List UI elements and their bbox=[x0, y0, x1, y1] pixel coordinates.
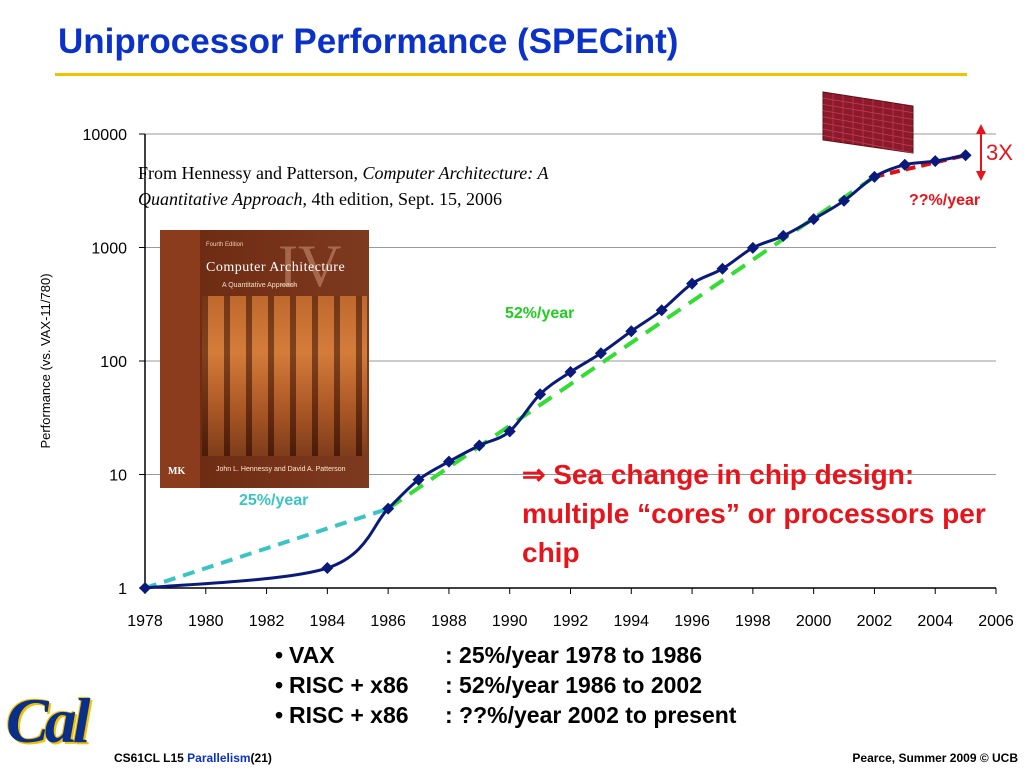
book-spine bbox=[160, 230, 200, 488]
bullet-item: • RISC + x86 : 52%/year 1986 to 2002 bbox=[275, 670, 736, 700]
x-tick-label: 2006 bbox=[978, 613, 1014, 630]
bullet-text: : ??%/year 2002 to present bbox=[445, 702, 737, 728]
book-publisher-logo: MK bbox=[168, 466, 186, 477]
x-tick-label: 1982 bbox=[249, 613, 285, 630]
data-point bbox=[716, 262, 729, 275]
y-tick-label: 100 bbox=[100, 354, 127, 371]
three-x-arrow bbox=[976, 124, 986, 181]
bullet-text: : 52%/year 1986 to 2002 bbox=[445, 672, 703, 698]
book-subtitle: A Quantitative Approach bbox=[222, 282, 298, 289]
y-axis-label: Performance (vs. VAX-11/780) bbox=[38, 273, 53, 448]
data-point bbox=[382, 502, 395, 515]
bullet-text: : 25%/year 1978 to 1986 bbox=[445, 642, 703, 668]
x-tick-label: 1978 bbox=[127, 613, 163, 630]
citation-prefix: From Hennessy and Patterson, bbox=[138, 163, 363, 183]
data-point bbox=[473, 439, 486, 452]
trend-lines bbox=[144, 153, 967, 590]
data-point bbox=[898, 158, 911, 171]
data-point bbox=[564, 365, 577, 378]
book-edition: Fourth Edition bbox=[206, 242, 244, 248]
x-tick-label: 1980 bbox=[188, 613, 224, 630]
citation-book-title: Computer Architecture: A Quantitative Ap… bbox=[138, 163, 549, 209]
data-point bbox=[442, 455, 455, 468]
citation-suffix: , 4th edition, Sept. 15, 2006 bbox=[302, 189, 502, 209]
data-point bbox=[139, 582, 151, 594]
trend-line bbox=[144, 506, 389, 590]
title-rule bbox=[55, 73, 967, 76]
annotation-3x: 3X bbox=[986, 140, 1013, 165]
book-cover-image: IV Fourth Edition Computer Architecture … bbox=[160, 230, 369, 488]
x-tick-label: 2000 bbox=[796, 613, 832, 630]
footer-right: Pearce, Summer 2009 © UCB bbox=[852, 751, 1018, 765]
citation: From Hennessy and Patterson, Computer Ar… bbox=[138, 160, 568, 212]
data-point bbox=[929, 155, 942, 168]
bullet-label: VAX bbox=[289, 642, 335, 668]
cal-logo: Cal bbox=[6, 685, 90, 756]
x-tick-label: 1986 bbox=[370, 613, 406, 630]
y-tick-label: 10000 bbox=[83, 127, 128, 144]
annotation-unknown-rate: ??%/year bbox=[909, 192, 980, 209]
data-point bbox=[534, 388, 547, 401]
footer-course: CS61CL L15 bbox=[114, 751, 188, 765]
data-series bbox=[139, 149, 972, 594]
data-point bbox=[868, 170, 881, 183]
y-tick-labels: 1 10 100 1000 10000 bbox=[83, 127, 145, 598]
x-tick-labels: 1978 1980 1982 1984 1986 1988 1990 1992 1994 1996… bbox=[127, 588, 1014, 630]
y-tick-label: 1000 bbox=[91, 241, 127, 258]
y-tick-label: 1 bbox=[118, 581, 127, 598]
x-tick-label: 1994 bbox=[613, 613, 649, 630]
bullet-dot: • bbox=[275, 672, 284, 698]
bullet-item: • RISC + x86 : ??%/year 2002 to present bbox=[275, 700, 736, 730]
data-point bbox=[412, 473, 425, 486]
sea-change-callout: ⇒ Sea change in chip design: multiple “c… bbox=[522, 459, 986, 568]
annotation-25-percent: 25%/year bbox=[239, 492, 308, 509]
data-point bbox=[959, 149, 972, 162]
data-point bbox=[655, 304, 668, 317]
slide-title: Uniprocessor Performance (SPECint) bbox=[58, 22, 679, 61]
book-authors: John L. Hennessy and David A. Patterson bbox=[216, 466, 346, 473]
bullet-dot: • bbox=[275, 702, 284, 728]
x-tick-label: 1992 bbox=[553, 613, 589, 630]
bullet-dot: • bbox=[275, 642, 284, 668]
book-roman-numeral: IV bbox=[278, 233, 342, 299]
footer-page: (21) bbox=[250, 751, 272, 765]
data-point bbox=[777, 229, 790, 242]
annotation-52-percent: 52%/year bbox=[505, 305, 574, 322]
data-point bbox=[686, 277, 699, 290]
x-tick-label: 2004 bbox=[917, 613, 953, 630]
bullet-label: RISC + x86 bbox=[289, 672, 409, 698]
data-point bbox=[807, 213, 820, 226]
bullet-label: RISC + x86 bbox=[289, 702, 409, 728]
x-tick-label: 1984 bbox=[310, 613, 346, 630]
data-point bbox=[838, 194, 851, 207]
bullet-list: • VAX: 25%/year 1978 to 1986 • RISC + x86:… bbox=[275, 640, 736, 730]
book-title: Computer Architecture bbox=[206, 260, 346, 275]
x-tick-label: 1988 bbox=[431, 613, 467, 630]
footer-left: CS61CL L15 Parallelism(21) bbox=[114, 751, 272, 765]
chip-icon bbox=[822, 91, 914, 154]
x-tick-label: 1990 bbox=[492, 613, 528, 630]
book-cover-art bbox=[202, 296, 367, 456]
data-point bbox=[594, 347, 607, 360]
data-point bbox=[746, 241, 759, 254]
data-point bbox=[503, 425, 516, 438]
x-tick-label: 1996 bbox=[674, 613, 710, 630]
x-tick-label: 1998 bbox=[735, 613, 771, 630]
x-tick-label: 2002 bbox=[857, 613, 893, 630]
bullet-item: • VAX : 25%/year 1978 to 1986 bbox=[275, 640, 736, 670]
trend-line bbox=[387, 175, 876, 511]
data-point bbox=[321, 562, 334, 575]
y-tick-label: 10 bbox=[109, 468, 127, 485]
footer-topic: Parallelism bbox=[187, 751, 251, 765]
data-point bbox=[625, 325, 638, 338]
